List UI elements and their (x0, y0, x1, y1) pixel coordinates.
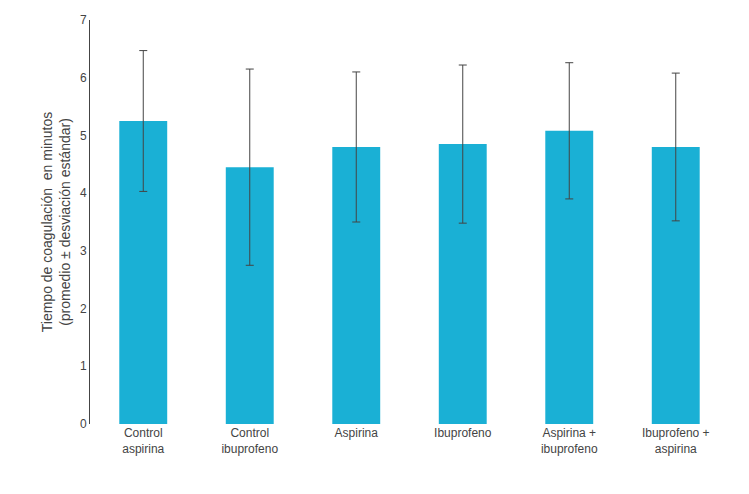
svg-text:7: 7 (80, 13, 87, 27)
svg-text:Aspirina: Aspirina (335, 426, 379, 440)
svg-text:2: 2 (80, 302, 87, 316)
svg-text:Controlibuprofeno: Controlibuprofeno (221, 426, 278, 456)
svg-text:Ibuprofeno +aspirina: Ibuprofeno +aspirina (642, 426, 710, 456)
svg-text:6: 6 (80, 71, 87, 85)
svg-text:Aspirina +ibuprofeno: Aspirina +ibuprofeno (541, 426, 598, 456)
svg-text:4: 4 (80, 186, 87, 200)
svg-text:Ibuprofeno: Ibuprofeno (434, 426, 492, 440)
svg-text:Tiempo de coagulación en minu: Tiempo de coagulación en minutos(promedi… (39, 112, 73, 333)
svg-text:3: 3 (80, 244, 87, 258)
svg-text:1: 1 (80, 359, 87, 373)
svg-text:Controlaspirina: Controlaspirina (122, 426, 164, 456)
svg-text:0: 0 (80, 417, 87, 431)
svg-text:5: 5 (80, 129, 87, 143)
